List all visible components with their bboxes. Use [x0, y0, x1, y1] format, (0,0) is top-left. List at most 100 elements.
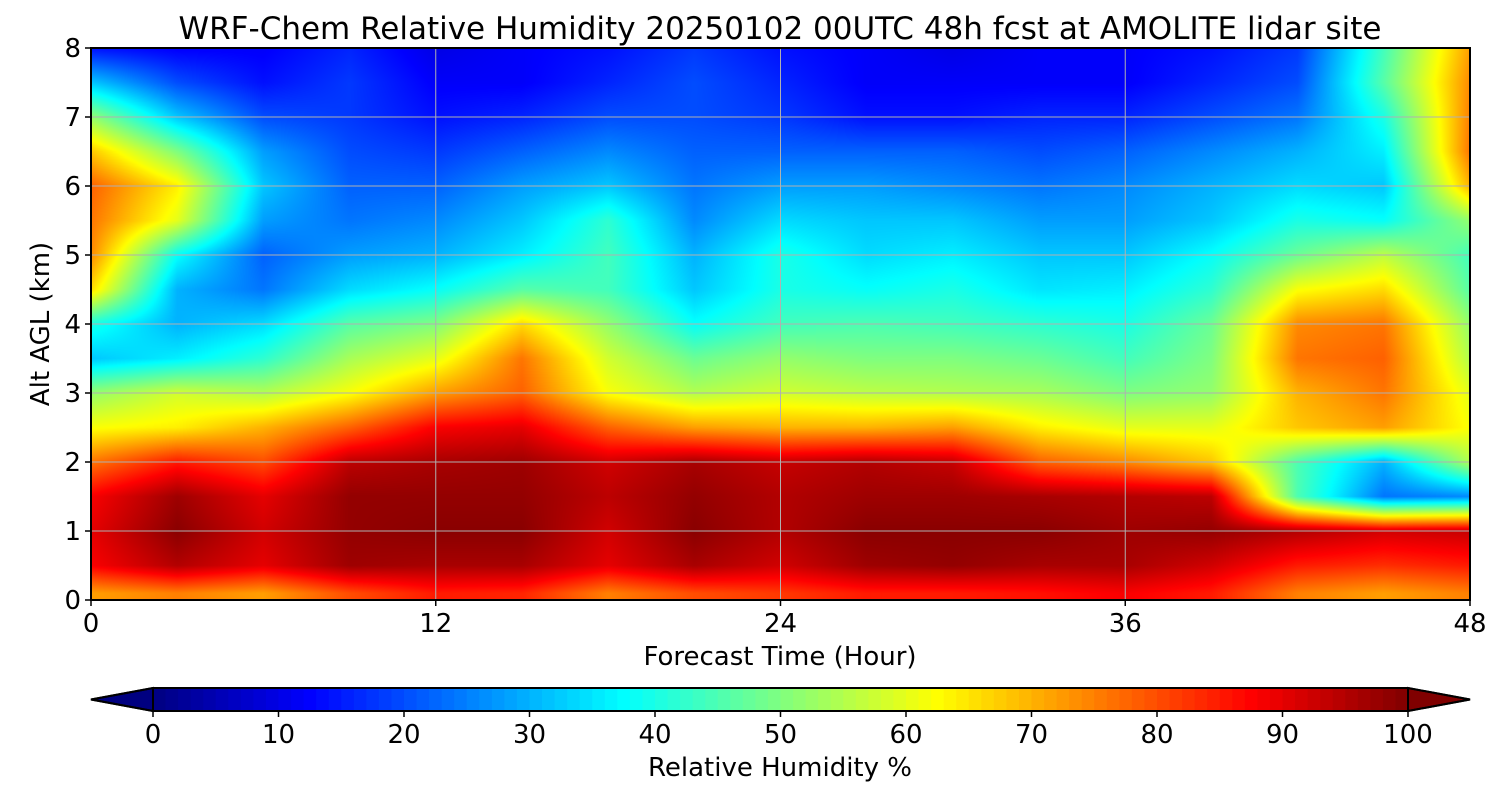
colorbar-segment: [1207, 688, 1221, 711]
colorbar-segment: [378, 688, 393, 711]
colorbar-segment: [491, 688, 505, 711]
colorbar-tick-label: 30: [513, 720, 546, 750]
colorbar-segment: [1257, 688, 1271, 711]
colorbar-segment: [1018, 688, 1033, 711]
colorbar-segment: [1332, 688, 1346, 711]
y-axis-ticks: 0 1 2 3 4 5 6 7 8: [64, 34, 91, 616]
y-tick-label: 0: [64, 586, 81, 616]
colorbar-segment: [592, 688, 606, 711]
x-axis-label: Forecast Time (Hour): [643, 642, 916, 672]
colorbar-segment: [981, 688, 995, 711]
colorbar-segment: [1081, 688, 1095, 711]
colorbar-segment: [1069, 688, 1083, 711]
colorbar-segment: [165, 688, 179, 711]
colorbar-segment: [1094, 688, 1108, 711]
colorbar-segment: [617, 688, 631, 711]
colorbar-segment: [404, 688, 418, 711]
colorbar-label: Relative Humidity %: [648, 753, 912, 783]
colorbar-segment: [353, 688, 367, 711]
colorbar-segment: [868, 688, 882, 711]
colorbar-tick-label: 90: [1266, 720, 1299, 750]
colorbar-segment: [680, 688, 694, 711]
colorbar-segment: [780, 688, 794, 711]
colorbar: 0 10 20 30 40 50 60 70 80 90 100 Relative Humidity…: [90, 686, 1471, 783]
colorbar-segment: [1119, 688, 1133, 711]
colorbar-segment: [893, 688, 907, 711]
x-tick-label: 0: [83, 609, 100, 639]
colorbar-segment: [880, 688, 895, 711]
colorbar-segment: [730, 688, 744, 711]
colorbar-segment: [1357, 688, 1371, 711]
colorbar-segment: [265, 688, 280, 711]
colorbar-segment: [391, 688, 405, 711]
colorbar-segment: [1144, 688, 1158, 711]
colorbar-segment: [215, 688, 229, 711]
colorbar-segment: [968, 688, 982, 711]
colorbar-segment: [655, 688, 669, 711]
colorbar-segment: [554, 688, 568, 711]
grid-lines: [91, 48, 1470, 600]
y-tick-label: 2: [64, 448, 81, 478]
colorbar-segment: [705, 688, 719, 711]
colorbar-segment: [1320, 688, 1334, 711]
colorbar-ramp: [153, 688, 1409, 711]
colorbar-segment: [830, 688, 844, 711]
colorbar-tick-label: 40: [638, 720, 671, 750]
colorbar-segment: [1157, 688, 1171, 711]
colorbar-segment: [240, 688, 254, 711]
y-tick-label: 7: [64, 103, 81, 133]
colorbar-segment: [755, 688, 769, 711]
colorbar-segment: [1182, 688, 1196, 711]
colorbar-segment: [1031, 688, 1045, 711]
colorbar-segment: [1345, 688, 1359, 711]
colorbar-segment: [943, 688, 957, 711]
colorbar-segment: [341, 688, 355, 711]
colorbar-segment: [667, 688, 681, 711]
x-axis-ticks: 0 12 24 36 48: [83, 600, 1487, 639]
colorbar-segment: [717, 688, 731, 711]
colorbar-segment: [956, 688, 970, 711]
colorbar-segment: [567, 688, 581, 711]
colorbar-segment: [529, 688, 543, 711]
colorbar-segment: [1295, 688, 1309, 711]
colorbar-segment: [1219, 688, 1233, 711]
colorbar-segment: [1244, 688, 1258, 711]
colorbar-extension-high: [1407, 686, 1471, 713]
colorbar-segment: [178, 688, 192, 711]
colorbar-tick-label: 20: [387, 720, 420, 750]
x-tick-label: 12: [419, 609, 452, 639]
colorbar-segment: [441, 688, 455, 711]
colorbar-segment: [1044, 688, 1058, 711]
colorbar-tick-label: 50: [764, 720, 797, 750]
x-tick-label: 36: [1109, 609, 1142, 639]
colorbar-segment: [328, 688, 342, 711]
y-tick-label: 8: [64, 34, 81, 64]
colorbar-segment: [466, 688, 480, 711]
colorbar-segment: [993, 688, 1007, 711]
colorbar-segment: [1056, 688, 1070, 711]
y-tick-label: 4: [64, 310, 81, 340]
colorbar-segment: [454, 688, 468, 711]
colorbar-segment: [542, 688, 556, 711]
colorbar-segment: [843, 688, 857, 711]
colorbar-segment: [1282, 688, 1296, 711]
colorbar-segment: [1169, 688, 1183, 711]
colorbar-tick-label: 10: [262, 720, 295, 750]
colorbar-extension-low: [90, 686, 154, 713]
colorbar-segment: [416, 688, 430, 711]
colorbar-segment: [604, 688, 618, 711]
colorbar-tick-label: 60: [889, 720, 922, 750]
colorbar-segment: [767, 688, 782, 711]
colorbar-segment: [303, 688, 317, 711]
y-tick-label: 6: [64, 172, 81, 202]
colorbar-segment: [203, 688, 217, 711]
colorbar-segment: [629, 688, 644, 711]
colorbar-ticks: 0 10 20 30 40 50 60 70 80 90 100: [145, 711, 1433, 750]
colorbar-segment: [793, 688, 807, 711]
colorbar-segment: [316, 688, 330, 711]
colorbar-tick-label: 80: [1140, 720, 1173, 750]
y-tick-label: 5: [64, 241, 81, 271]
colorbar-segment: [1269, 688, 1284, 711]
colorbar-segment: [1370, 688, 1384, 711]
